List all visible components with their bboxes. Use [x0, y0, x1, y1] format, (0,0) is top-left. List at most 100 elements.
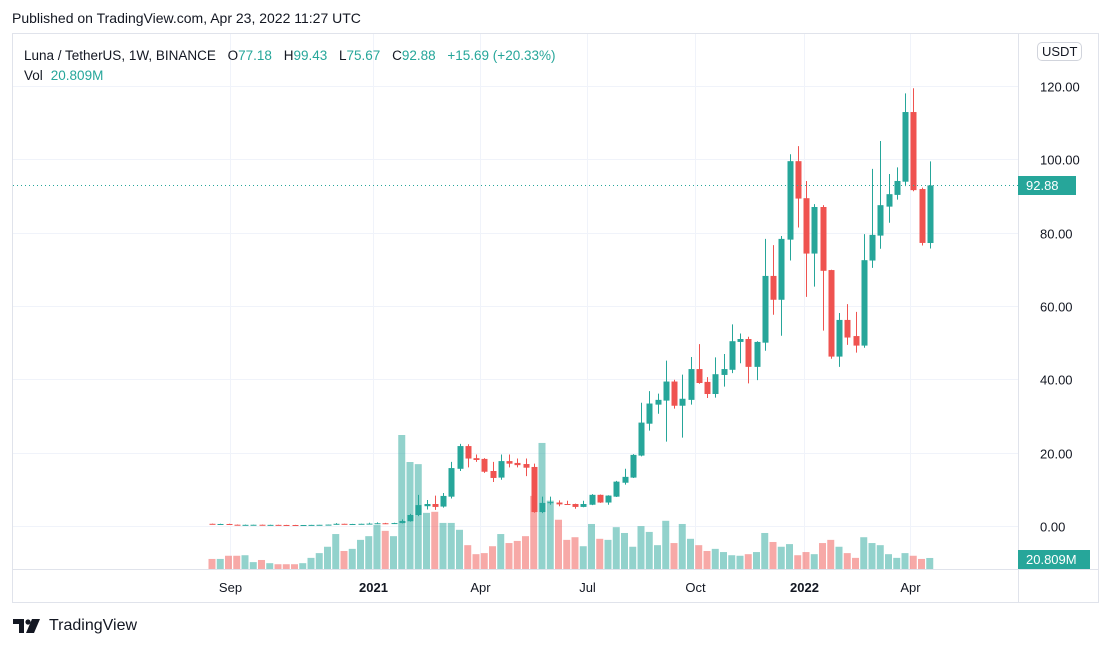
candle-body: [506, 461, 513, 464]
candle-body: [234, 524, 241, 526]
volume-bar: [678, 523, 686, 569]
volume-bar: [274, 564, 282, 569]
candle-body: [391, 523, 398, 525]
volume-bar: [266, 563, 274, 569]
symbol-title[interactable]: Luna / TetherUS, 1W, BINANCE: [24, 48, 216, 63]
volume-bar: [794, 555, 802, 569]
candle-body: [597, 494, 604, 503]
candle-body: [217, 523, 224, 525]
volume-bar: [241, 555, 249, 569]
volume-bar: [852, 557, 859, 569]
open-value: 77.18: [238, 48, 272, 63]
volume-bar: [662, 520, 670, 569]
price-tick-label: 20.00: [1040, 447, 1073, 462]
symbol-legend: Luna / TetherUS, 1W, BINANCE O77.18 H99.…: [24, 46, 555, 86]
low-value: 75.67: [346, 48, 381, 63]
volume-bar: [258, 559, 265, 569]
volume-bar: [703, 550, 711, 569]
volume-bar: [918, 558, 925, 569]
candle-body: [869, 234, 876, 261]
candle-body: [523, 464, 530, 468]
volume-bar: [249, 562, 257, 569]
volume-bar: [390, 536, 397, 569]
volume-bar: [761, 532, 769, 569]
volume-bar: [423, 512, 430, 569]
candle-body: [259, 524, 266, 526]
candle-body: [646, 403, 653, 424]
candle-body: [795, 161, 802, 199]
candle-body: [778, 238, 785, 300]
price-tick-label: 100.00: [1040, 153, 1080, 168]
candle-body: [316, 524, 323, 526]
candle-body: [292, 525, 299, 527]
volume-bar: [340, 550, 348, 569]
candle-body: [341, 523, 348, 525]
candle-body: [622, 476, 629, 483]
candle-body: [844, 319, 851, 338]
candle-body: [613, 481, 620, 497]
volume-bar: [439, 522, 447, 569]
volume-bar: [489, 546, 496, 569]
volume-bar: [711, 548, 719, 569]
candle-body: [803, 198, 810, 254]
candle-body: [382, 523, 389, 525]
tradingview-logo[interactable]: TradingView: [13, 617, 137, 635]
candle-body: [729, 341, 736, 370]
volume-bar: [860, 537, 868, 569]
candle-body: [638, 422, 645, 456]
time-tick-label: Apr: [900, 580, 921, 595]
candle-body: [457, 446, 464, 469]
last-price-tag: 92.88: [1018, 176, 1076, 195]
volume-bar: [786, 544, 793, 569]
candle-body: [432, 504, 439, 507]
volume-bar: [513, 540, 521, 569]
candle-body: [811, 207, 818, 254]
volume-bar: [588, 523, 595, 569]
candle-body: [836, 319, 843, 357]
published-caption: Published on TradingView.com, Apr 23, 20…: [12, 10, 361, 26]
candle-body: [275, 524, 282, 526]
price-axis: 120.00 100.00 80.00 60.00 40.00 20.00 0.00: [1040, 80, 1080, 535]
volume-bar: [810, 554, 818, 569]
candle-body: [539, 502, 546, 513]
volume-bar: [381, 530, 389, 569]
close-value: 92.88: [401, 48, 436, 63]
candle-body: [919, 189, 926, 243]
candle-body: [267, 524, 274, 526]
time-tick-label: Sep: [219, 580, 242, 595]
currency-button[interactable]: USDT: [1037, 42, 1083, 61]
volume-bar: [563, 539, 571, 569]
candle-body: [704, 381, 711, 394]
volume-bar: [307, 557, 315, 569]
candle-body: [465, 446, 472, 459]
change-value: +15.69 (+20.33%): [447, 48, 556, 63]
price-tick-label: 40.00: [1040, 373, 1073, 388]
volume-bar: [447, 522, 455, 569]
close-label: C: [392, 48, 402, 63]
candle-body: [902, 112, 909, 182]
candle-body: [580, 504, 587, 507]
candle-body: [861, 260, 868, 346]
volume-bar: [291, 564, 298, 569]
candle-body: [589, 494, 596, 505]
volume-bar: [398, 435, 406, 569]
volume-bar: [926, 557, 934, 569]
candle-body: [514, 462, 521, 466]
candle-body: [547, 502, 554, 504]
volume-bar: [414, 464, 422, 569]
volume-bar: [324, 546, 331, 569]
candle-body: [655, 399, 662, 405]
candle-body: [663, 381, 670, 401]
candle-body: [770, 275, 777, 300]
volume-bar: [835, 546, 843, 569]
footer-brand: TradingView: [49, 617, 138, 634]
volume-bar: [579, 546, 587, 569]
candle-body: [358, 523, 365, 525]
volume-bar: [868, 543, 876, 569]
volume-bar: [645, 531, 653, 569]
low-label: L: [339, 48, 347, 63]
volume-bar: [225, 555, 232, 569]
price-tick-label: 80.00: [1040, 227, 1073, 242]
price-tick-label: 120.00: [1040, 80, 1080, 95]
